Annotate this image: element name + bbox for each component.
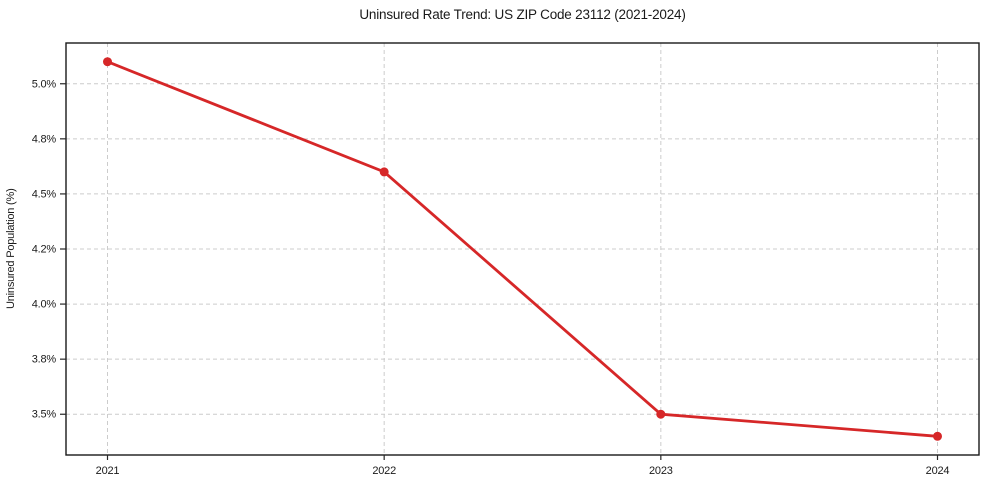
data-point-marker bbox=[933, 431, 942, 441]
x-tick-label: 2022 bbox=[372, 465, 396, 477]
y-tick-label: 3.8% bbox=[32, 354, 57, 366]
x-tick-label: 2023 bbox=[649, 465, 673, 477]
y-tick-label: 3.5% bbox=[32, 409, 57, 421]
trend-line bbox=[106, 60, 939, 438]
y-tick-label: 4.2% bbox=[32, 244, 57, 256]
data-point-marker bbox=[656, 409, 666, 419]
data-point-marker bbox=[379, 167, 389, 177]
x-tick-label: 2021 bbox=[96, 465, 120, 477]
y-tick-label: 5.0% bbox=[32, 78, 57, 90]
y-tick-label: 4.5% bbox=[32, 188, 57, 200]
data-point-marker bbox=[103, 57, 112, 67]
y-tick-label: 4.8% bbox=[32, 133, 57, 145]
chart-title: Uninsured Rate Trend: US ZIP Code 23112 … bbox=[359, 7, 686, 22]
x-tick-label: 2024 bbox=[926, 465, 950, 477]
y-tick-label: 4.0% bbox=[32, 299, 57, 311]
